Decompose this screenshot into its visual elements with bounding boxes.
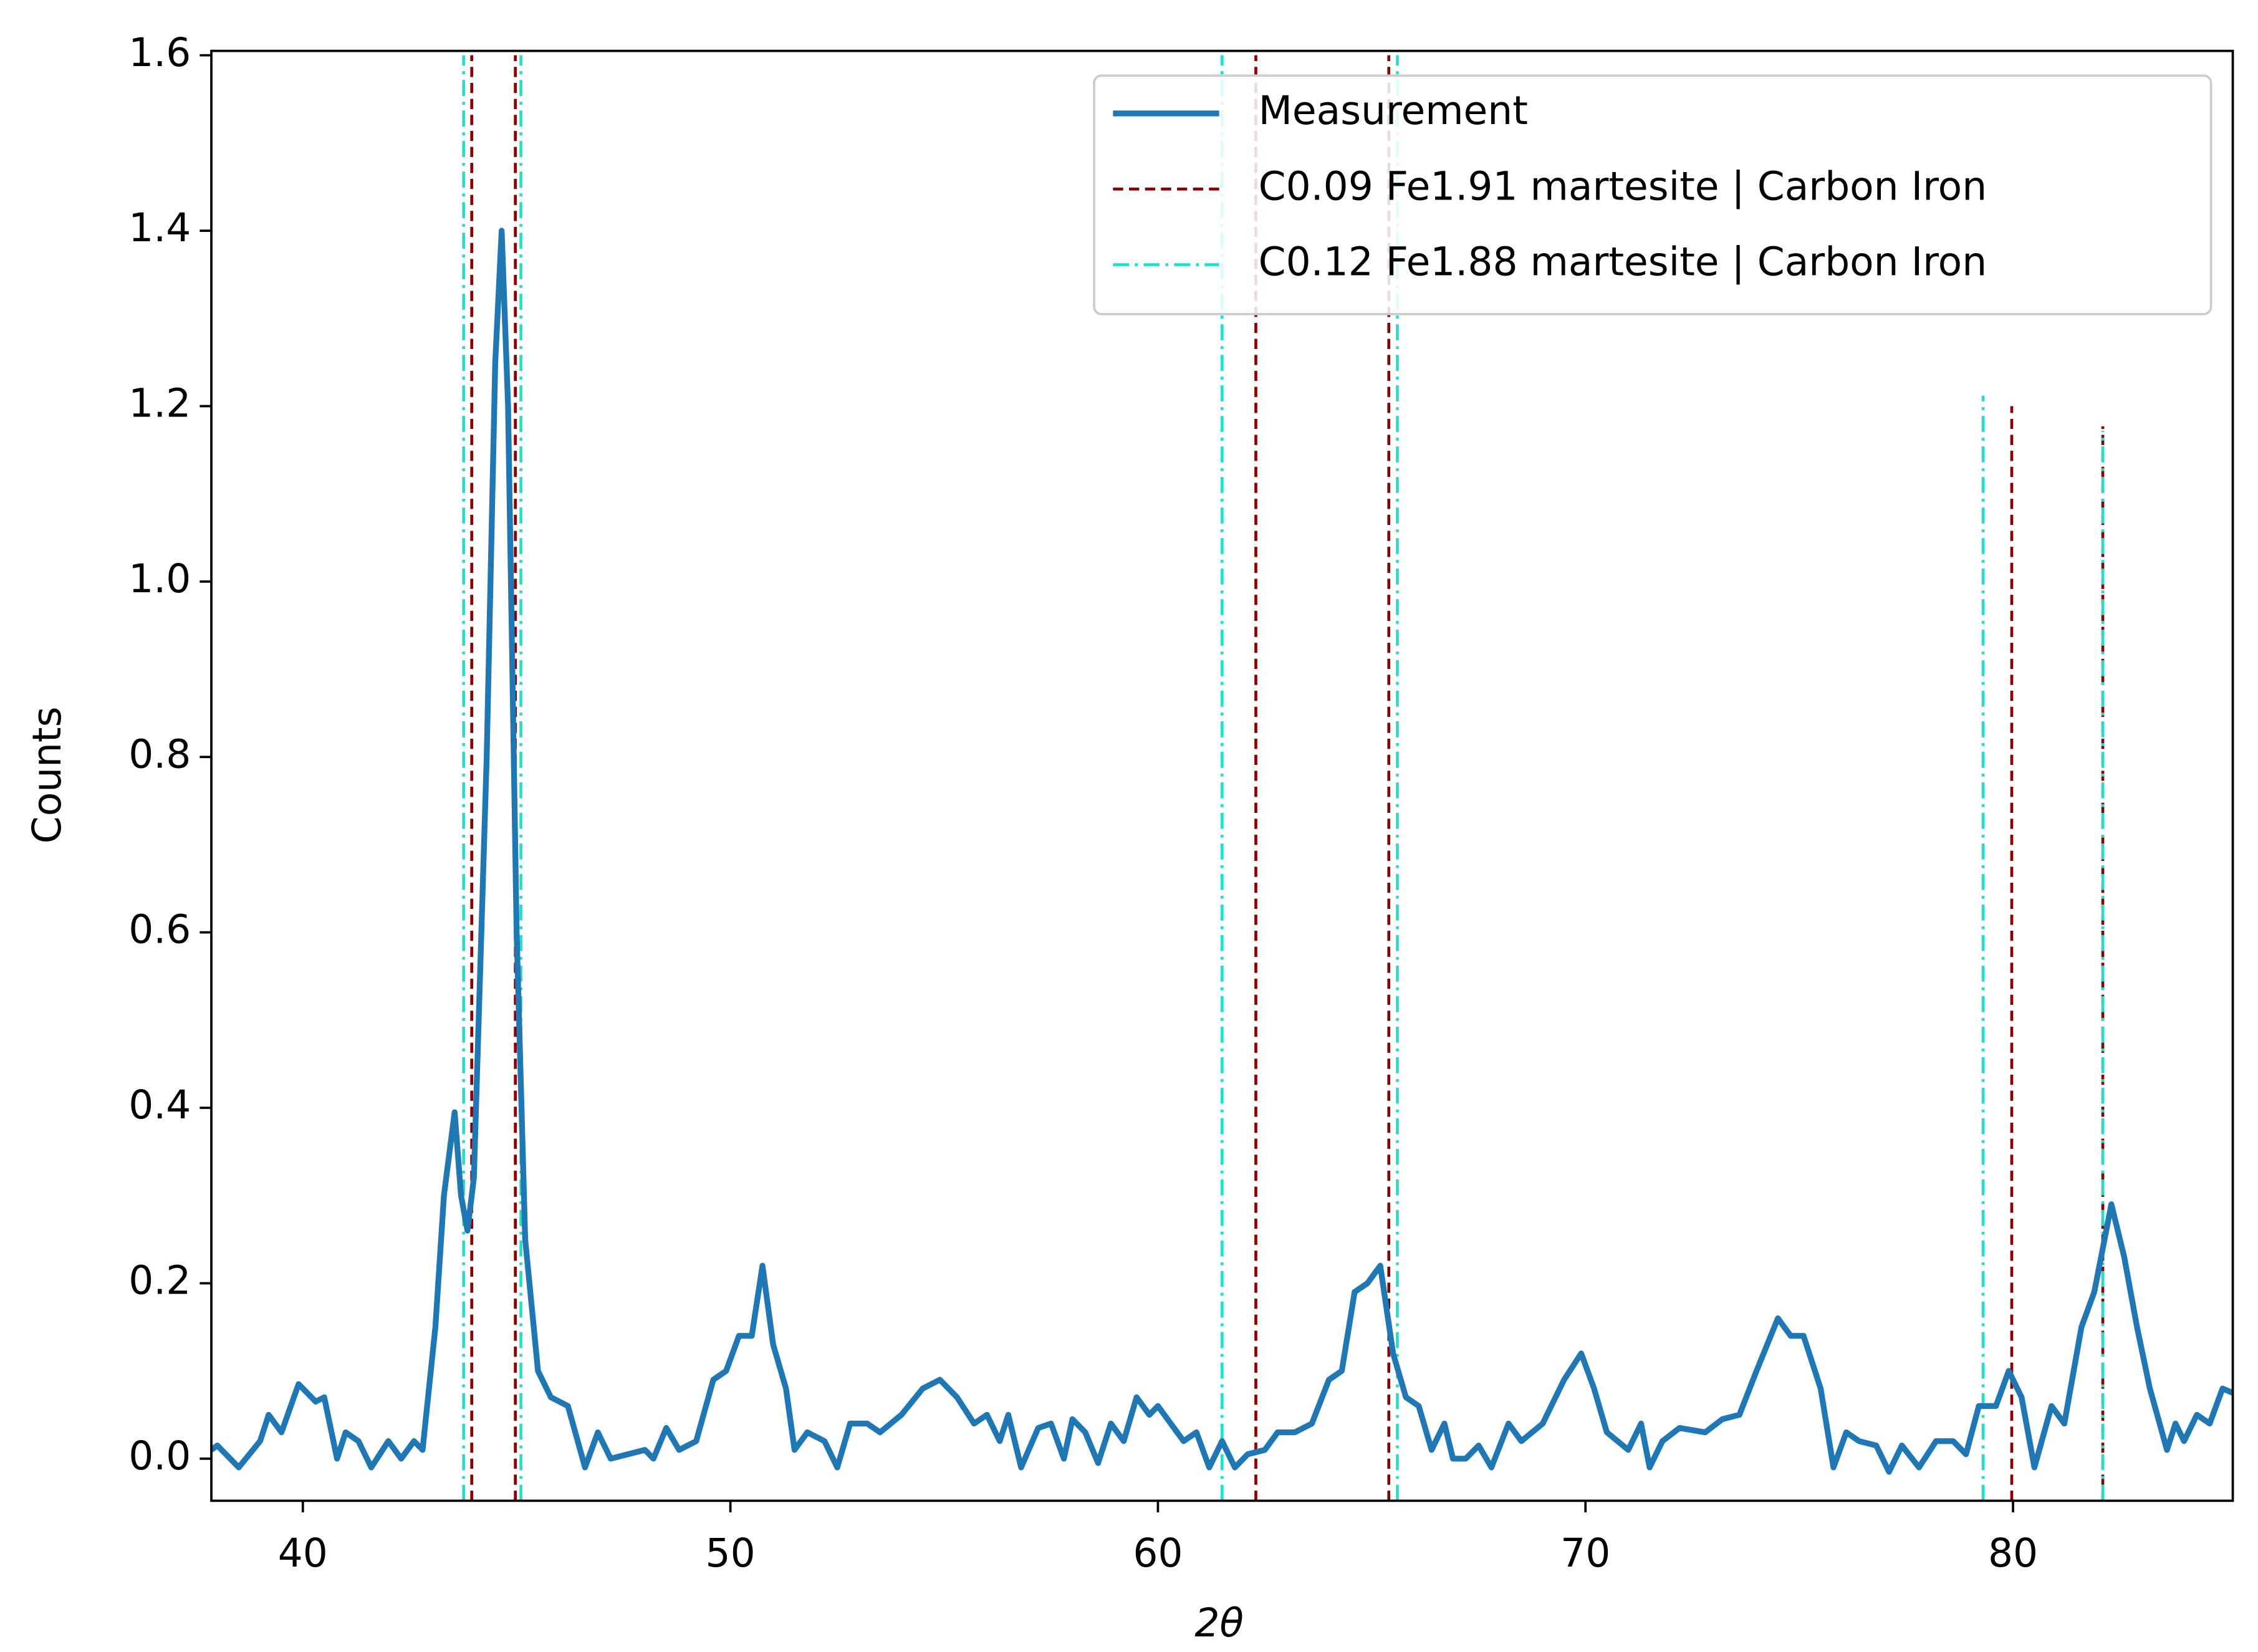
- y-axis-label: Counts: [24, 706, 70, 843]
- x-axis-label: 2θ: [1194, 1600, 1244, 1646]
- y-tick-label: 0.4: [128, 1082, 191, 1128]
- x-tick-label: 80: [1988, 1530, 2038, 1576]
- x-tick-label: 70: [1560, 1530, 1610, 1576]
- legend-label: C0.12 Fe1.88 martesite | Carbon Iron: [1259, 239, 1987, 286]
- y-tick-label: 0.8: [128, 731, 191, 777]
- legend-box: [1093, 74, 2212, 315]
- x-tick-label: 60: [1133, 1530, 1183, 1576]
- measurement-line: [211, 228, 2233, 1475]
- legend-label: Measurement: [1259, 88, 1528, 133]
- y-tick-label: 0.2: [128, 1258, 191, 1304]
- x-tick-label: 40: [278, 1530, 328, 1576]
- axes-frame: [210, 49, 2234, 1502]
- y-tick-label: 1.2: [128, 381, 191, 426]
- legend: Measurement C0.09 Fe1.91 martesite | Carb…: [1093, 74, 2212, 315]
- y-tick-label: 1.4: [128, 205, 191, 251]
- y-tick-label: 1.0: [128, 556, 191, 602]
- legend-label: C0.09 Fe1.91 martesite | Carbon Iron: [1259, 163, 1987, 209]
- y-tick-label: 0.0: [128, 1433, 191, 1479]
- x-tick-label: 50: [706, 1530, 756, 1576]
- y-tick-label: 0.6: [128, 907, 191, 953]
- y-tick-label: 1.6: [128, 30, 191, 75]
